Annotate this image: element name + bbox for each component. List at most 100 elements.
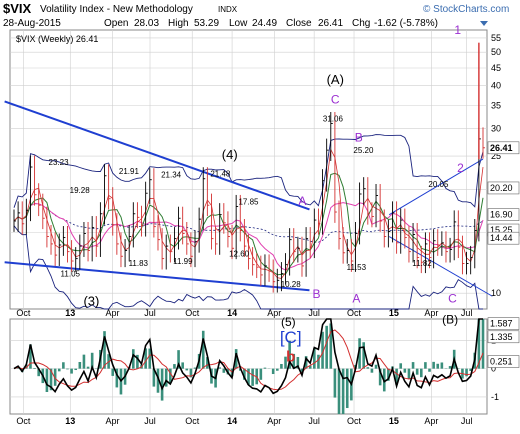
price-legend: $VIX (Weekly) 26.41 bbox=[16, 34, 98, 44]
histogram-bar bbox=[58, 369, 61, 372]
high-value: 53.29 bbox=[194, 18, 219, 29]
x-tick-label: Apr bbox=[105, 416, 119, 426]
histogram-bar bbox=[223, 369, 226, 373]
histogram-bar bbox=[46, 369, 49, 392]
wave-label: C bbox=[331, 93, 340, 107]
open-label: Open bbox=[104, 18, 128, 29]
histogram-bar bbox=[465, 369, 468, 377]
x-tick-label: Jul bbox=[308, 308, 320, 318]
price-label: 12.60 bbox=[229, 250, 250, 259]
value-tag: 0.251 bbox=[490, 357, 513, 367]
histogram-bar bbox=[424, 362, 427, 368]
histogram-bar bbox=[264, 368, 267, 369]
indicator-panel bbox=[10, 319, 487, 414]
value-tag: 1.587 bbox=[490, 319, 513, 329]
histogram-bar bbox=[338, 369, 341, 414]
price-label: 17.85 bbox=[238, 197, 259, 206]
value-tag: 14.44 bbox=[490, 233, 513, 243]
x-tick-label: Apr bbox=[424, 308, 438, 318]
x-tick-label: Oct bbox=[185, 416, 200, 426]
x-tick-label: Apr bbox=[105, 308, 119, 318]
exchange-label: INDX bbox=[218, 5, 238, 14]
x-tick-label: 15 bbox=[389, 308, 399, 318]
price-label: 21.48 bbox=[210, 170, 231, 179]
price-label: 11.99 bbox=[173, 257, 193, 266]
histogram-bar bbox=[428, 369, 431, 372]
histogram-bar bbox=[482, 319, 485, 369]
wave-label: [C] bbox=[280, 328, 302, 347]
value-tag: 1.335 bbox=[490, 332, 513, 342]
price-label: 11.83 bbox=[129, 259, 149, 268]
x-tick-label: Jul bbox=[308, 416, 320, 426]
price-label: 20.05 bbox=[428, 180, 449, 189]
histogram-bar bbox=[79, 362, 82, 369]
open-value: 28.03 bbox=[134, 18, 159, 29]
y-tick-label: 35 bbox=[491, 101, 501, 111]
histogram-bar bbox=[251, 369, 254, 386]
wave-label: 2 bbox=[457, 161, 464, 175]
histogram-bar bbox=[408, 369, 411, 379]
price-label: 21.34 bbox=[161, 171, 182, 180]
x-tick-label: 15 bbox=[389, 416, 399, 426]
histogram-bar bbox=[371, 369, 374, 373]
histogram-bar bbox=[436, 364, 439, 369]
histogram-bar bbox=[185, 369, 188, 371]
histogram-bar bbox=[181, 362, 184, 368]
histogram-bar bbox=[325, 326, 328, 369]
histogram-bar bbox=[416, 369, 419, 375]
wave-label: B bbox=[312, 287, 320, 301]
date-label: 28-Aug-2015 bbox=[3, 18, 61, 29]
x-tick-label: Oct bbox=[16, 416, 31, 426]
histogram-bar bbox=[420, 369, 423, 378]
value-tag: 26.41 bbox=[490, 143, 513, 153]
close-value: 26.41 bbox=[318, 18, 343, 29]
histogram-bar bbox=[334, 369, 337, 398]
wave-label: b bbox=[286, 349, 295, 366]
histogram-bar bbox=[362, 342, 365, 368]
wave-label: C bbox=[448, 291, 457, 305]
histogram-bar bbox=[87, 367, 90, 369]
x-tick-label: 14 bbox=[227, 308, 237, 318]
x-tick-label: Oct bbox=[16, 308, 31, 318]
price-label: 23.23 bbox=[49, 158, 70, 167]
x-tick-label: Jul bbox=[144, 416, 156, 426]
y-tick-label: 10 bbox=[491, 288, 501, 298]
y-tick-label: -1 bbox=[491, 392, 499, 402]
histogram-bar bbox=[70, 369, 73, 374]
histogram-bar bbox=[441, 362, 444, 368]
histogram-bar bbox=[412, 362, 415, 369]
histogram-bar bbox=[449, 366, 452, 369]
x-tick-label: 14 bbox=[227, 416, 237, 426]
histogram-bar bbox=[367, 367, 370, 368]
wave-label: A bbox=[352, 291, 360, 305]
price-label: 31.06 bbox=[323, 115, 344, 124]
histogram-bar bbox=[83, 355, 86, 369]
histogram-bar bbox=[346, 369, 349, 408]
x-tick-label: Jul bbox=[461, 416, 473, 426]
histogram-bar bbox=[202, 331, 205, 369]
histogram-bar bbox=[260, 369, 263, 380]
price-label: 11.82 bbox=[412, 259, 432, 268]
watermark: © StockCharts.com bbox=[423, 4, 509, 15]
low-value: 24.49 bbox=[252, 18, 277, 29]
close-label: Close bbox=[286, 18, 312, 29]
price-label: 11.05 bbox=[61, 269, 81, 278]
histogram-bar bbox=[33, 368, 36, 369]
y-tick-label: 55 bbox=[491, 33, 501, 43]
histogram-bar bbox=[280, 364, 283, 369]
x-tick-label: Apr bbox=[267, 308, 281, 318]
value-tag: 20.20 bbox=[490, 183, 513, 193]
high-label: High bbox=[168, 18, 189, 29]
histogram-bar bbox=[317, 355, 320, 369]
chg-label: Chg bbox=[352, 18, 370, 29]
price-label: 19.28 bbox=[70, 186, 91, 195]
histogram-bar bbox=[404, 369, 407, 373]
x-tick-label: Jul bbox=[461, 308, 473, 318]
indicator-right-labels: 1.587 1.335 0.251 bbox=[488, 318, 519, 368]
histogram-bar bbox=[432, 362, 435, 369]
symbol-label: $VIX bbox=[3, 1, 32, 16]
histogram-bar bbox=[62, 362, 65, 368]
y-tick-label: 50 bbox=[491, 47, 501, 57]
